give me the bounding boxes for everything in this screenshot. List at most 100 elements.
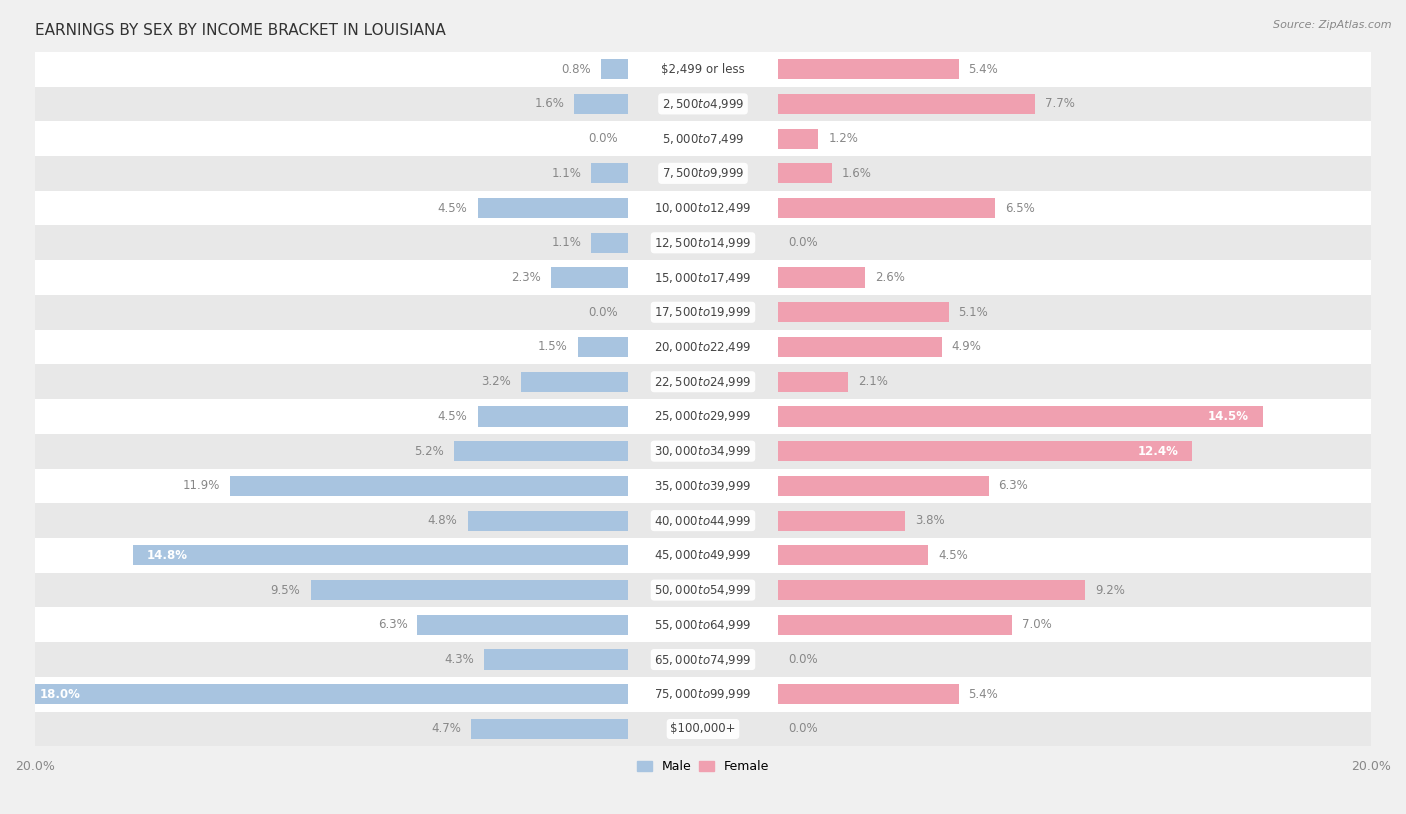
Text: 1.1%: 1.1% (551, 167, 581, 180)
Text: $65,000 to $74,999: $65,000 to $74,999 (654, 653, 752, 667)
Text: 4.9%: 4.9% (952, 340, 981, 353)
Text: 0.0%: 0.0% (789, 236, 818, 249)
Bar (591, 164, 628, 183)
Text: 5.4%: 5.4% (969, 688, 998, 701)
Text: 18.0%: 18.0% (39, 688, 80, 701)
Bar (778, 476, 988, 496)
Text: EARNINGS BY SEX BY INCOME BRACKET IN LOUISIANA: EARNINGS BY SEX BY INCOME BRACKET IN LOU… (35, 23, 446, 38)
Bar (134, 545, 628, 566)
Text: 4.3%: 4.3% (444, 653, 474, 666)
Bar (35, 503, 1371, 538)
Text: $55,000 to $64,999: $55,000 to $64,999 (654, 618, 752, 632)
Text: 2.3%: 2.3% (512, 271, 541, 284)
Text: 0.8%: 0.8% (561, 63, 591, 76)
Bar (478, 198, 628, 218)
Text: $25,000 to $29,999: $25,000 to $29,999 (654, 409, 752, 423)
Bar (35, 190, 1371, 225)
Bar (778, 441, 1192, 462)
Bar (778, 510, 905, 531)
Bar (468, 510, 628, 531)
Text: 14.8%: 14.8% (146, 549, 188, 562)
Text: 0.0%: 0.0% (789, 723, 818, 736)
Bar (27, 685, 628, 704)
Text: $10,000 to $12,499: $10,000 to $12,499 (654, 201, 752, 215)
Text: $7,500 to $9,999: $7,500 to $9,999 (662, 166, 744, 181)
Text: 9.2%: 9.2% (1095, 584, 1125, 597)
Bar (778, 94, 1035, 114)
Bar (575, 94, 628, 114)
Bar (35, 538, 1371, 573)
Text: 6.3%: 6.3% (998, 479, 1028, 492)
Legend: Male, Female: Male, Female (631, 755, 775, 778)
Text: 1.2%: 1.2% (828, 132, 858, 145)
Bar (35, 677, 1371, 711)
Bar (35, 711, 1371, 746)
Bar (778, 302, 949, 322)
Bar (778, 580, 1085, 600)
Bar (35, 295, 1371, 330)
Bar (35, 86, 1371, 121)
Text: $30,000 to $34,999: $30,000 to $34,999 (654, 444, 752, 458)
Text: 4.5%: 4.5% (437, 202, 468, 215)
Text: 4.8%: 4.8% (427, 514, 457, 527)
Bar (778, 545, 928, 566)
Text: $40,000 to $44,999: $40,000 to $44,999 (654, 514, 752, 527)
Text: 3.8%: 3.8% (915, 514, 945, 527)
Bar (778, 198, 995, 218)
Text: 0.0%: 0.0% (588, 132, 617, 145)
Bar (778, 372, 848, 392)
Bar (778, 685, 959, 704)
Bar (35, 260, 1371, 295)
Text: 3.2%: 3.2% (481, 375, 510, 388)
Text: 1.6%: 1.6% (534, 98, 564, 111)
Bar (35, 434, 1371, 469)
Text: $22,500 to $24,999: $22,500 to $24,999 (654, 374, 752, 389)
Bar (35, 121, 1371, 156)
Bar (778, 615, 1012, 635)
Bar (471, 719, 628, 739)
Text: 7.0%: 7.0% (1022, 619, 1052, 632)
Bar (778, 406, 1263, 427)
Text: 5.1%: 5.1% (959, 306, 988, 319)
Text: 9.5%: 9.5% (271, 584, 301, 597)
Text: 14.5%: 14.5% (1208, 410, 1249, 423)
Bar (578, 337, 628, 357)
Text: 2.1%: 2.1% (858, 375, 889, 388)
Bar (602, 59, 628, 79)
Bar (35, 225, 1371, 260)
Text: 4.7%: 4.7% (432, 723, 461, 736)
Text: 0.0%: 0.0% (588, 306, 617, 319)
Text: $5,000 to $7,499: $5,000 to $7,499 (662, 132, 744, 146)
Bar (418, 615, 628, 635)
Bar (591, 233, 628, 253)
Text: $75,000 to $99,999: $75,000 to $99,999 (654, 687, 752, 702)
Text: 4.5%: 4.5% (437, 410, 468, 423)
Text: $2,500 to $4,999: $2,500 to $4,999 (662, 97, 744, 111)
Text: $12,500 to $14,999: $12,500 to $14,999 (654, 236, 752, 250)
Text: 0.0%: 0.0% (789, 653, 818, 666)
Text: 1.6%: 1.6% (842, 167, 872, 180)
Text: Source: ZipAtlas.com: Source: ZipAtlas.com (1274, 20, 1392, 30)
Bar (778, 268, 865, 287)
Text: 5.4%: 5.4% (969, 63, 998, 76)
Bar (35, 469, 1371, 503)
Bar (454, 441, 628, 462)
Bar (35, 52, 1371, 86)
Text: 7.7%: 7.7% (1046, 98, 1076, 111)
Bar (778, 337, 942, 357)
Text: 11.9%: 11.9% (183, 479, 221, 492)
Text: 1.5%: 1.5% (538, 340, 568, 353)
Text: $2,499 or less: $2,499 or less (661, 63, 745, 76)
Text: $15,000 to $17,499: $15,000 to $17,499 (654, 270, 752, 285)
Bar (35, 607, 1371, 642)
Bar (778, 59, 959, 79)
Text: $45,000 to $49,999: $45,000 to $49,999 (654, 549, 752, 562)
Bar (522, 372, 628, 392)
Bar (231, 476, 628, 496)
Bar (35, 365, 1371, 399)
Bar (35, 642, 1371, 677)
Text: 1.1%: 1.1% (551, 236, 581, 249)
Bar (35, 156, 1371, 190)
Bar (551, 268, 628, 287)
Text: $35,000 to $39,999: $35,000 to $39,999 (654, 479, 752, 493)
